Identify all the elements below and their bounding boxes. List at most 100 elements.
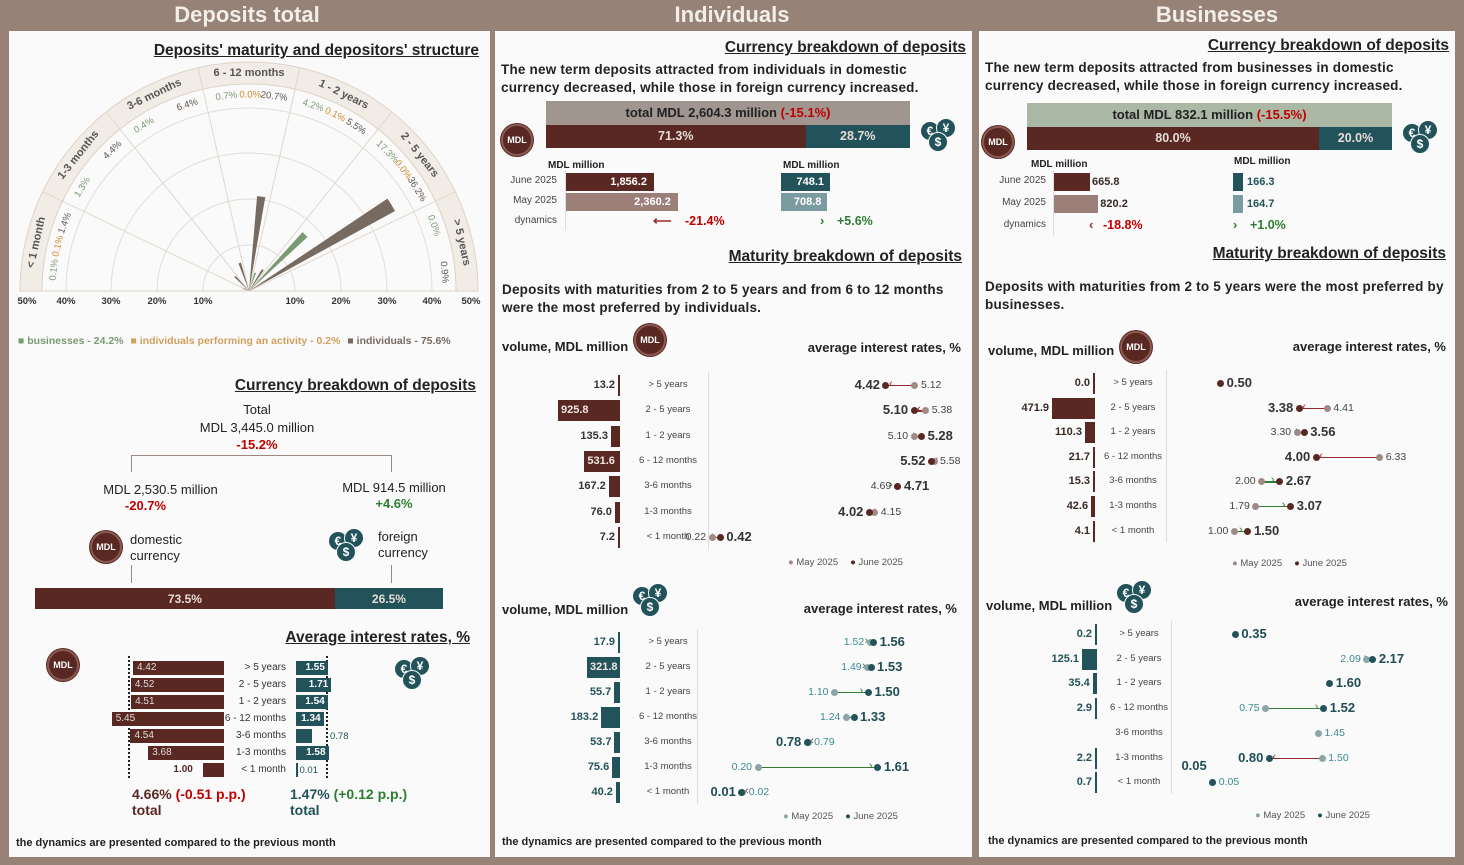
volume-label: 42.6 — [1066, 500, 1089, 512]
footnote: the dynamics are presented compared to t… — [16, 837, 336, 849]
volume-bar — [1092, 673, 1097, 695]
domestic-share-segment: 73.5% — [35, 588, 335, 609]
term-label: 1-3 months — [644, 761, 692, 772]
businesses-maturity-text: Deposits with maturities from 2 to 5 yea… — [985, 279, 1444, 312]
volume-bar — [1082, 648, 1097, 670]
june-legend-label: June 2025 — [1302, 558, 1347, 569]
arrow-left-icon: ‹ — [917, 403, 921, 416]
volume-label: 925.8 — [561, 404, 589, 417]
volume-label: 183.2 — [570, 711, 599, 723]
arrow-right-icon: › — [1281, 499, 1286, 511]
may-rate-label: 5.38 — [931, 404, 953, 417]
row-label: June 2025 — [510, 175, 557, 186]
foreign-block: MDL 914.5 million +4.6% — [338, 480, 450, 512]
mdl-rate-label: 4.52 — [134, 679, 155, 690]
june-dot — [738, 789, 746, 796]
legend: ● May 2025 ● June 2025 — [783, 811, 898, 822]
mdl-rate-bar — [203, 763, 224, 777]
volume-label: 2.9 — [1076, 702, 1092, 715]
divider — [1166, 370, 1167, 543]
june-dot — [882, 382, 890, 389]
arrow-down — [131, 565, 132, 583]
volume-label: 76.0 — [590, 505, 612, 518]
mdl-value-bar — [1054, 195, 1099, 213]
fx-total-label: total — [290, 802, 320, 818]
total-label: total MDL 2,604.3 million — [625, 105, 777, 120]
mdl-total-rate: 4.66% (-0.51 p.p.) total — [132, 786, 246, 818]
rates-label: average interest rates, % — [1292, 339, 1446, 354]
wedge-businesses — [249, 272, 257, 291]
may-dot — [911, 382, 919, 389]
dollar-coin: $ — [1410, 134, 1430, 154]
decrease-arrow-icon: ⟵ — [653, 213, 672, 228]
term-label: 1-3 months — [235, 747, 286, 758]
volume-bar — [610, 425, 620, 447]
mdl-rate-bar — [131, 695, 224, 709]
june-rate-label: 1.33 — [860, 709, 886, 724]
mdl-rate-label: 4.54 — [134, 730, 154, 741]
may-rate-label: 4.41 — [1333, 401, 1354, 414]
legend: ● May 2025 ● June 2025 — [788, 557, 903, 568]
coins-icon: € ¥ $ — [1116, 580, 1158, 616]
arrow-left-icon: ‹ — [744, 785, 749, 797]
june-dot — [850, 714, 858, 721]
legend: ● May 2025 ● June 2025 — [1255, 810, 1370, 821]
june-rate-label: 2.67 — [1285, 473, 1312, 489]
june-dot — [1312, 453, 1320, 461]
tree-line — [131, 455, 392, 456]
may-legend-dot: ● — [1255, 810, 1264, 821]
wedge-label: 1.4% — [56, 211, 74, 236]
fx-change: +5.6% — [837, 214, 873, 228]
total-change: -15.2% — [236, 437, 278, 452]
mdl-rate-label: 4.51 — [135, 696, 155, 707]
mdl-value-label: 665.8 — [1091, 176, 1120, 188]
coins-icon: € ¥ $ — [394, 656, 436, 692]
volume-label: volume, MDL million — [502, 602, 629, 617]
mdl-icon: MDL — [1120, 331, 1152, 363]
june-rate-label: 4.00 — [1284, 448, 1311, 464]
total-bar: total MDL 832.1 million (-15.5%) — [1027, 103, 1392, 127]
volume-bar — [608, 476, 620, 498]
june-dot — [1244, 527, 1252, 535]
volume-label: 471.9 — [1021, 401, 1049, 414]
volume-bar — [1095, 747, 1097, 769]
volume-bar — [1095, 772, 1097, 794]
term-label: 1-3 months — [644, 505, 692, 517]
may-rate-label: 1.00 — [1207, 524, 1229, 537]
fx-rate-bar — [296, 712, 324, 726]
june-dot — [894, 483, 902, 491]
may-rate-label: 1.24 — [819, 711, 841, 723]
arrow-right-icon: › — [868, 760, 873, 772]
term-label: 6 - 12 months — [638, 454, 698, 466]
may-legend-label: May 2025 — [1240, 558, 1283, 569]
may-rate-label: 5.58 — [940, 454, 961, 467]
fx-value-label: 708.8 — [793, 196, 822, 208]
may-rate-label: 1.52 — [843, 636, 865, 648]
mdl-value-bar — [566, 173, 654, 191]
june-dot — [1369, 655, 1377, 663]
arrow-right-icon: › — [1238, 523, 1243, 536]
june-legend-dot: ● — [1317, 810, 1326, 821]
row-label: June 2025 — [999, 175, 1046, 186]
average-rates-title: Average interest rates, % — [285, 629, 470, 646]
term-label: 1-3 months — [1109, 500, 1157, 511]
may-dot — [708, 533, 716, 541]
fx-value-label: 164.7 — [1246, 198, 1275, 210]
volume-bar — [587, 657, 620, 678]
june-dot — [716, 533, 724, 541]
may-legend-label: May 2025 — [1263, 810, 1306, 821]
may-rate-label: 0.79 — [814, 736, 835, 748]
row-label: dynamics — [1003, 219, 1046, 230]
increase-line — [1265, 708, 1324, 710]
fx-share-segment: 20.0% — [1319, 127, 1392, 150]
june-rate-label: 0.80 — [1238, 749, 1264, 765]
may-legend-label: May 2025 — [791, 811, 834, 822]
term-label: < 1 month — [646, 786, 690, 797]
june-dot — [1265, 754, 1273, 762]
share-bar: 80.0% 20.0% — [1027, 127, 1392, 150]
currency-breakdown-title: Currency breakdown of deposits — [234, 377, 476, 394]
rates-label: average interest rates, % — [803, 601, 957, 616]
fx-rate-bar — [296, 678, 332, 692]
mdl-value-bar — [566, 193, 678, 211]
divider — [697, 629, 698, 804]
